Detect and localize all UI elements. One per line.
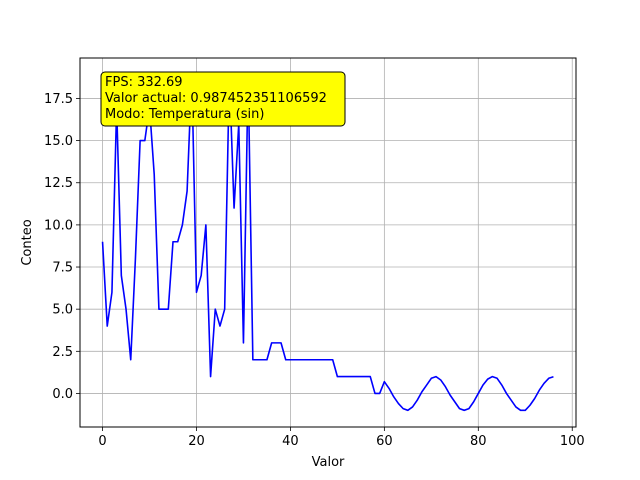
y-tick-label: 10.0	[44, 218, 73, 233]
x-axis: 0 20 40 60 80 100	[98, 427, 585, 449]
y-tick-label: 7.5	[52, 261, 73, 276]
y-tick-label: 17.5	[44, 92, 73, 107]
y-axis-label: Conteo	[20, 219, 35, 265]
x-tick-label: 80	[470, 434, 487, 449]
x-axis-label: Valor	[312, 455, 345, 470]
y-tick-label: 12.5	[44, 176, 73, 191]
x-tick-label: 0	[98, 434, 106, 449]
fps-text: FPS: 332.69	[105, 75, 183, 90]
x-tick-label: 60	[376, 434, 393, 449]
x-tick-label: 20	[188, 434, 205, 449]
x-tick-label: 40	[282, 434, 299, 449]
current-value-text: Valor actual: 0.987452351106592	[105, 91, 327, 106]
series-layer	[101, 72, 554, 412]
y-axis: 0.0 2.5 5.0 7.5 10.0 12.5 15.0 17.5	[44, 92, 80, 402]
mode-text: Modo: Temperatura (sin)	[105, 107, 264, 122]
y-tick-label: 0.0	[52, 387, 73, 402]
grid	[80, 58, 576, 427]
x-tick-label: 100	[560, 434, 585, 449]
y-tick-label: 5.0	[52, 303, 73, 318]
info-box: FPS: 332.69 Valor actual: 0.987452351106…	[100, 71, 346, 127]
y-tick-label: 15.0	[44, 134, 73, 149]
series-line	[101, 72, 554, 412]
info-box-background	[100, 71, 346, 127]
plot-frame	[79, 57, 577, 428]
y-tick-label: 2.5	[52, 345, 73, 360]
